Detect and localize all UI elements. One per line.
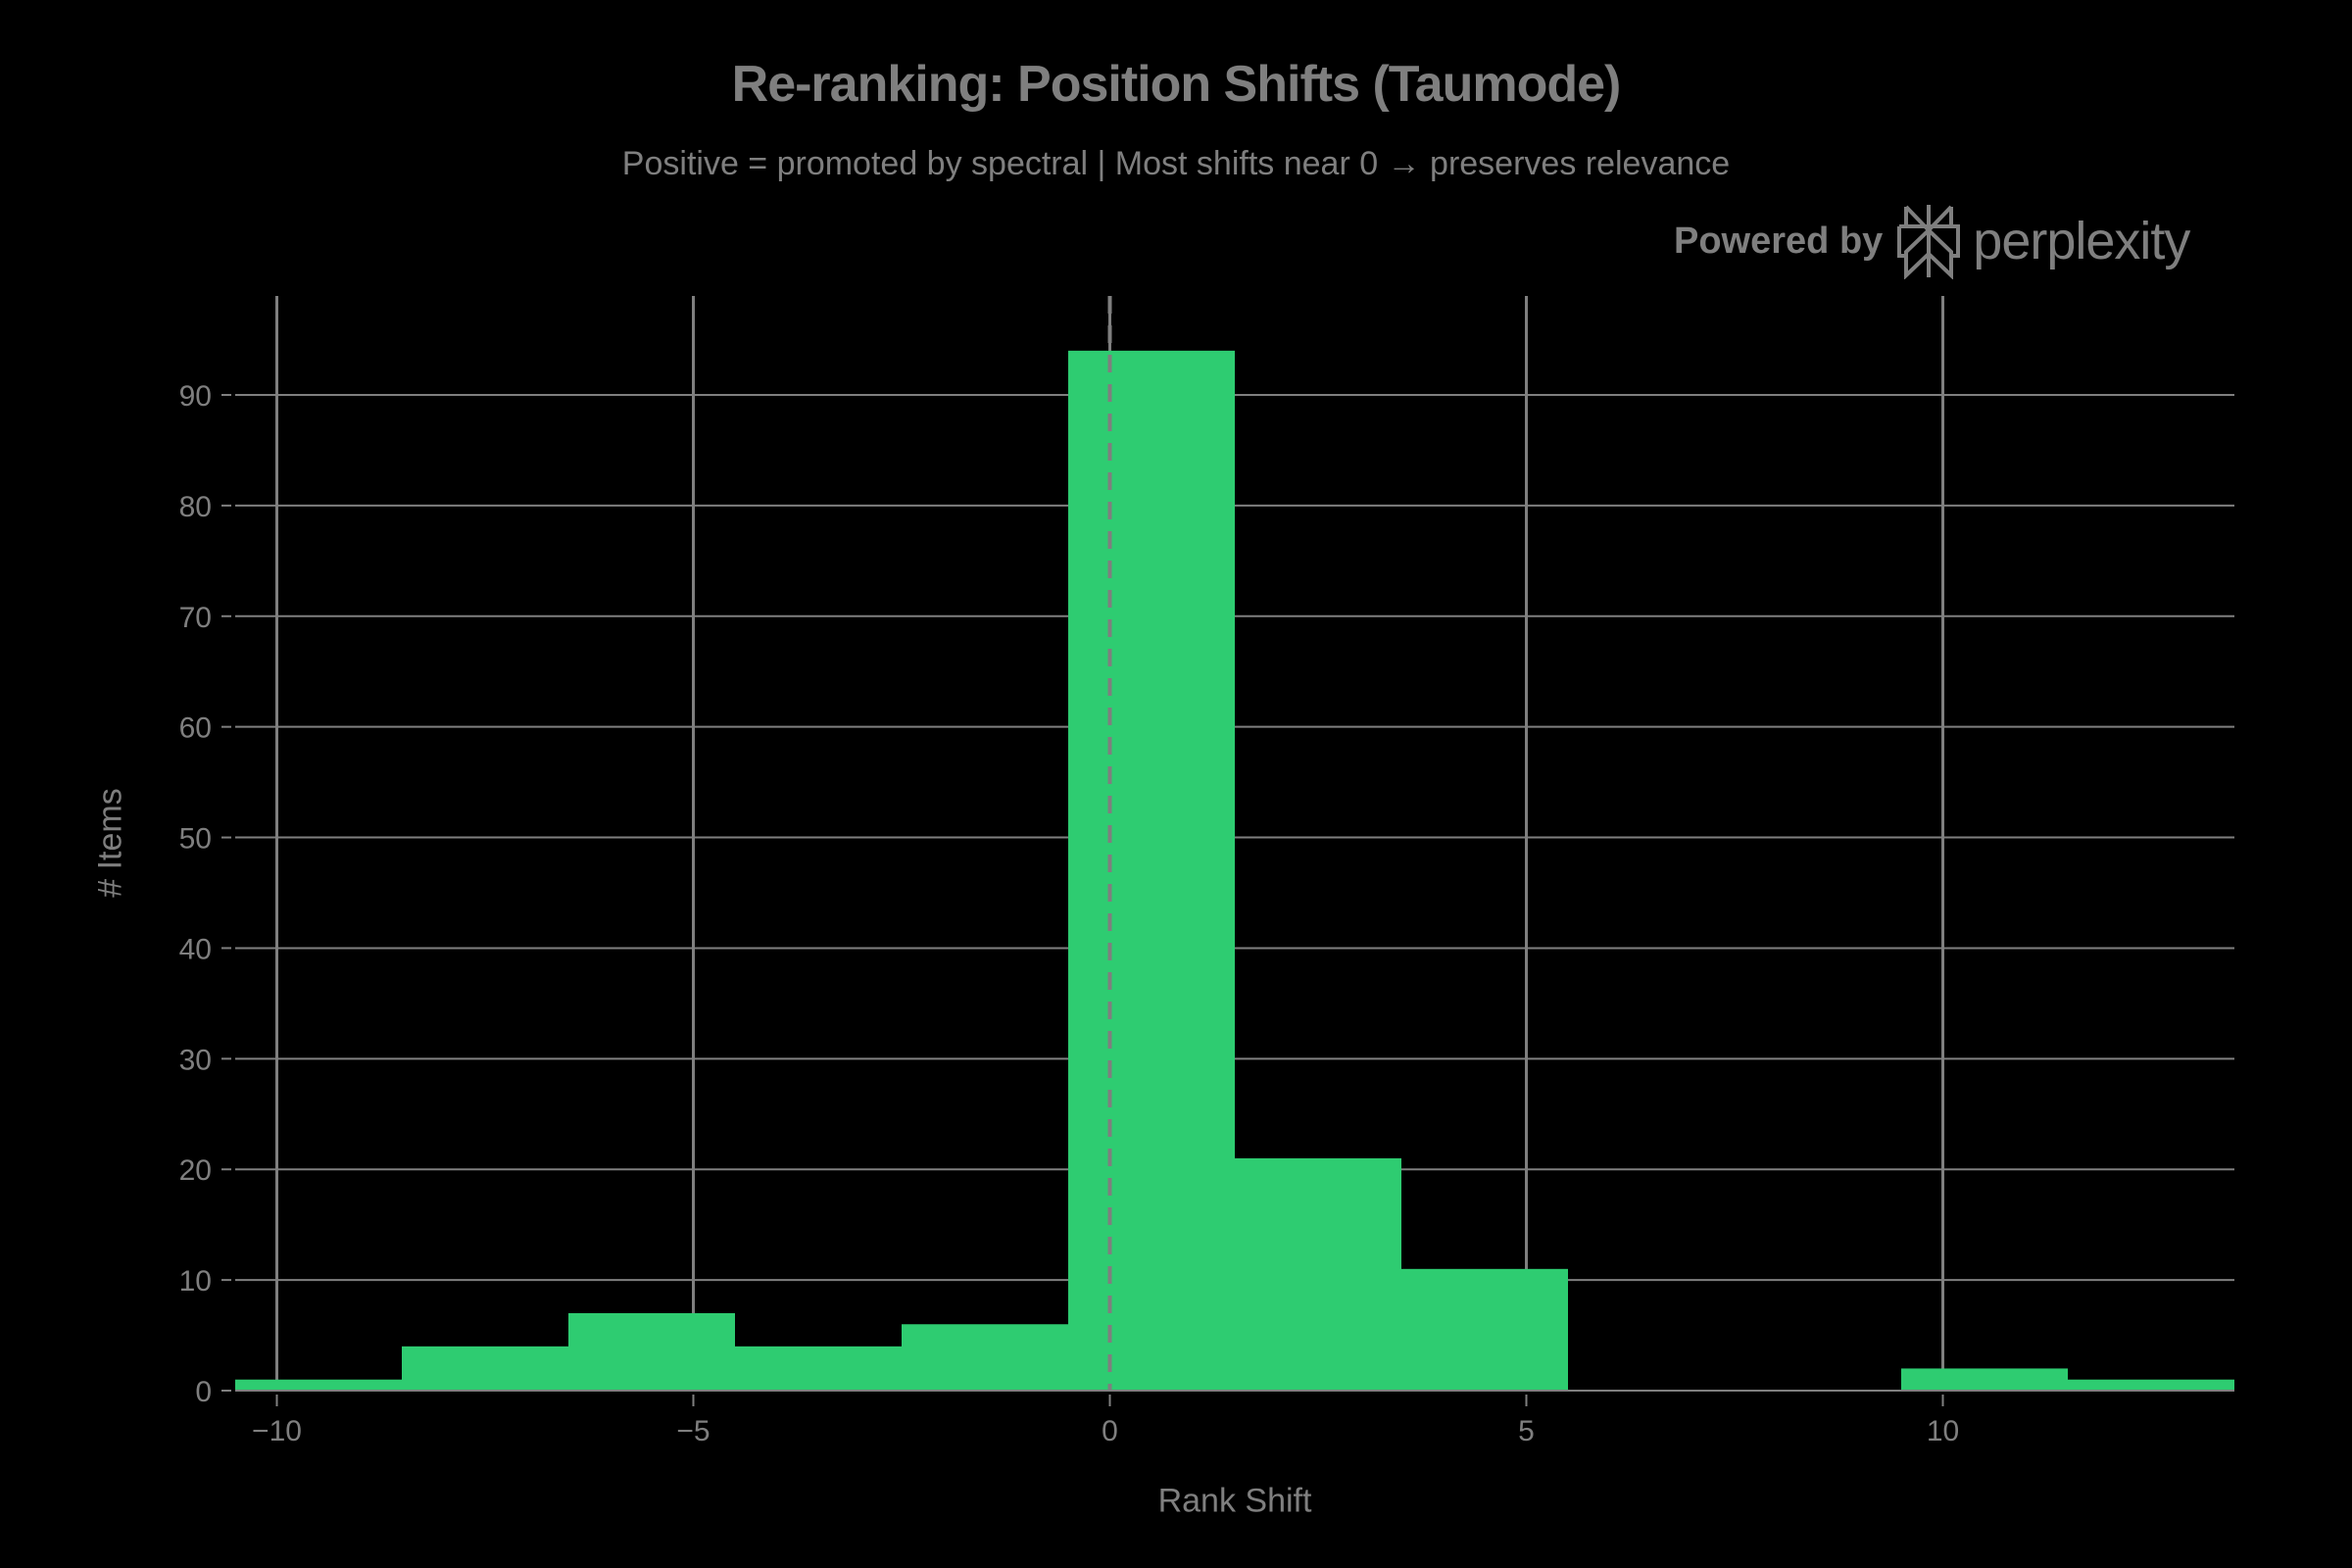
powered-by-badge: Powered by perplexity: [1674, 202, 2190, 280]
y-tick-label: 10: [179, 1265, 212, 1298]
histogram-bar: [2068, 1379, 2234, 1391]
powered-by-label: Powered by: [1674, 220, 1884, 262]
y-tick-label: 20: [179, 1154, 212, 1187]
x-tick-label: −10: [252, 1415, 302, 1447]
histogram-bar: [402, 1346, 568, 1391]
x-tick-label: −5: [676, 1415, 710, 1447]
histogram-bar: [735, 1346, 902, 1391]
x-axis-ticks: −10 −5 0 5 10: [252, 1395, 1959, 1447]
histogram-bar: [235, 1379, 402, 1391]
x-axis-title: Rank Shift: [1157, 1482, 1312, 1520]
x-tick-label: 10: [1927, 1415, 1959, 1447]
x-tick-label: 0: [1102, 1415, 1118, 1447]
histogram-bar: [1401, 1268, 1568, 1391]
y-tick-label: 90: [179, 380, 212, 413]
y-tick-label: 40: [179, 933, 212, 965]
x-tick-label: 5: [1518, 1415, 1535, 1447]
y-tick-label: 80: [179, 491, 212, 523]
histogram-bar: [1068, 350, 1235, 1391]
y-tick-label: 70: [179, 602, 212, 634]
y-axis-ticks: 0 10 20 30 40 50 60 70 80 90: [179, 380, 231, 1408]
chart-title: Re-ranking: Position Shifts (Taumode): [731, 56, 1622, 113]
chart-subtitle: Positive = promoted by spectral | Most s…: [621, 145, 1731, 182]
y-tick-label: 30: [179, 1044, 212, 1076]
y-tick-label: 0: [195, 1376, 212, 1408]
y-tick-label: 60: [179, 712, 212, 745]
histogram-bars: [235, 350, 2234, 1392]
histogram-bar: [902, 1324, 1068, 1391]
histogram-bar: [1901, 1368, 2068, 1391]
perplexity-logo-icon: [1897, 205, 1961, 279]
perplexity-wordmark: perplexity: [1973, 212, 2190, 270]
histogram-bar: [1235, 1157, 1401, 1391]
histogram-bar: [568, 1312, 735, 1391]
y-tick-label: 50: [179, 823, 212, 856]
